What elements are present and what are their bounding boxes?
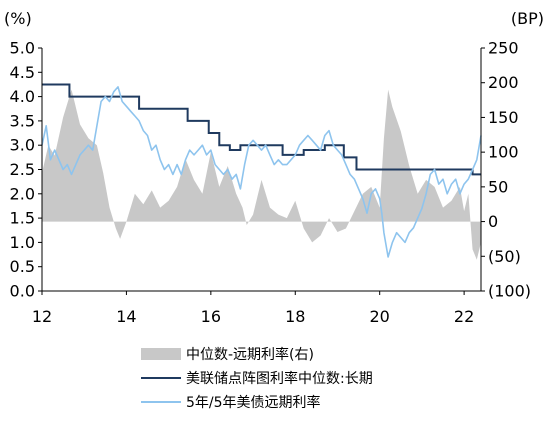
left-axis-tick-label: 0.0 xyxy=(10,282,35,301)
legend: 中位数-远期利率(右) 美联储点阵图利率中位数:长期 5年/5年美债远期利率 xyxy=(141,346,373,411)
left-axis-tick-label: 4.5 xyxy=(10,63,35,82)
x-axis-tick-label: 12 xyxy=(32,307,52,326)
left-axis-tick-label: 1.5 xyxy=(10,209,35,228)
right-axis-tick-label: (50) xyxy=(488,247,521,266)
right-axis-tick-label: 250 xyxy=(488,39,519,58)
spread-area-layer xyxy=(42,89,481,260)
series-forward-rate-line xyxy=(41,86,482,258)
series-spread-area xyxy=(42,89,481,260)
tick-layer: 0.0 0.5 1.0 1.5 2.0 2.5 3.0 3.5 4.0 4.5 5.0 (100) (5… xyxy=(10,39,531,327)
left-axis-tick-label: 3.0 xyxy=(10,136,35,155)
x-axis-tick-label: 14 xyxy=(116,307,136,326)
x-axis-tick-label: 16 xyxy=(201,307,221,326)
right-axis-tick-label: 100 xyxy=(488,143,519,162)
line-layer xyxy=(41,83,482,258)
left-axis-tick-label: 0.5 xyxy=(10,257,35,276)
left-axis-unit-label: (%) xyxy=(4,9,32,28)
right-axis-unit-label: (BP) xyxy=(511,9,544,28)
right-axis-tick-label: 50 xyxy=(488,177,508,196)
left-axis-tick-label: 3.5 xyxy=(10,111,35,130)
left-axis-tick-label: 5.0 xyxy=(10,39,35,58)
right-axis-tick-label: 200 xyxy=(488,73,519,92)
series-dot-plot-step-line xyxy=(42,83,481,176)
right-axis-tick-label: 150 xyxy=(488,108,519,127)
x-axis-tick-label: 22 xyxy=(454,307,474,326)
legend-label-spread: 中位数-远期利率(右) xyxy=(186,346,314,363)
legend-label-forward-rate: 5年/5年美债远期利率 xyxy=(186,394,321,411)
left-axis-tick-label: 2.0 xyxy=(10,184,35,203)
legend-swatch-area xyxy=(141,348,181,360)
x-axis-tick-label: 18 xyxy=(285,307,305,326)
left-axis-tick-label: 2.5 xyxy=(10,160,35,179)
axes-layer: (%) (BP) xyxy=(4,9,544,292)
right-axis-tick-label: 0 xyxy=(488,212,498,231)
legend-label-dot-plot: 美联储点阵图利率中位数:长期 xyxy=(186,370,373,387)
left-axis-tick-label: 4.0 xyxy=(10,87,35,106)
left-axis-tick-label: 1.0 xyxy=(10,233,35,252)
right-axis-tick-label: (100) xyxy=(488,282,531,301)
x-axis-tick-label: 20 xyxy=(370,307,390,326)
